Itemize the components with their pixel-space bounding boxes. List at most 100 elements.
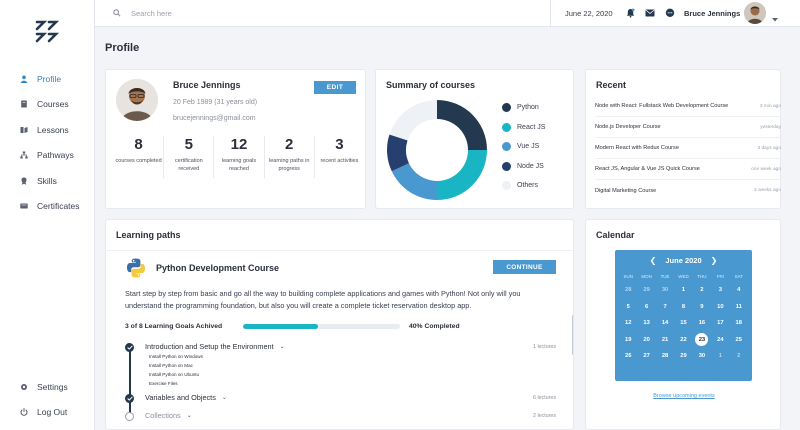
- legend-label: Python: [517, 104, 539, 112]
- calendar-day[interactable]: 11: [730, 299, 748, 316]
- calendar-day[interactable]: 18: [730, 315, 748, 332]
- lesson-link[interactable]: Install Python on Mac: [149, 363, 193, 368]
- calendar-day[interactable]: 2: [693, 282, 711, 299]
- continue-button[interactable]: CONTINUE: [493, 260, 556, 274]
- sidebar-item-skills[interactable]: Skills: [0, 168, 95, 194]
- sidebar-item-profile[interactable]: Profile: [0, 66, 95, 92]
- calendar-day[interactable]: 16: [693, 315, 711, 332]
- list-item[interactable]: Modern React with Redux Course 3 days ago: [595, 138, 781, 159]
- sidebar-item-label: Profile: [37, 73, 62, 84]
- calendar-day[interactable]: 28: [619, 282, 637, 299]
- chevron-right-icon[interactable]: ❯: [710, 256, 718, 265]
- stat-value: 2: [285, 136, 294, 153]
- calendar-day[interactable]: 1: [674, 282, 692, 299]
- lesson-link[interactable]: Install Python on Ubuntu: [149, 372, 200, 377]
- donut-slice-others: [389, 100, 437, 141]
- progress-bar: [243, 324, 400, 329]
- calendar-day[interactable]: 28: [656, 348, 674, 365]
- list-item[interactable]: Digital Marketing Course 2 weeks ago: [595, 180, 781, 201]
- timeline-step[interactable]: Variables and Objects ⌄: [145, 393, 227, 402]
- sidebar-item-lessons[interactable]: Lessons: [0, 117, 95, 143]
- list-item[interactable]: React JS, Angular & Vue JS Quick Course o…: [595, 159, 781, 180]
- calendar-day[interactable]: 25: [730, 332, 748, 349]
- calendar-day[interactable]: 7: [656, 299, 674, 316]
- calendar-day[interactable]: 10: [711, 299, 729, 316]
- search-box[interactable]: Search here: [113, 0, 172, 27]
- calendar-day[interactable]: 29: [637, 282, 655, 299]
- calendar-day[interactable]: 24: [711, 332, 729, 349]
- day-number: 13: [643, 320, 650, 326]
- day-number: 20: [643, 336, 650, 343]
- recent-time: one week ago: [751, 166, 781, 172]
- search-input[interactable]: Search here: [131, 9, 172, 18]
- day-number: 24: [717, 336, 724, 343]
- avatar[interactable]: [744, 2, 766, 24]
- calendar-day[interactable]: 30: [693, 348, 711, 365]
- day-number: 16: [698, 320, 706, 326]
- chevron-down-icon[interactable]: [772, 9, 778, 27]
- chat-icon[interactable]: [663, 6, 677, 20]
- timeline-step[interactable]: Collections ⌄: [145, 411, 192, 420]
- list-item[interactable]: Node.js Developer Course yesterday: [595, 117, 781, 138]
- mail-icon[interactable]: [643, 6, 657, 20]
- calendar-day[interactable]: 9: [693, 299, 711, 316]
- day-number: 10: [717, 303, 724, 310]
- timeline-step[interactable]: Introduction and Setup the Environment ⌄: [145, 342, 285, 351]
- power-icon: [20, 408, 28, 416]
- app-logo[interactable]: [34, 18, 60, 44]
- list-item[interactable]: Node with React: Fullstack Web Developme…: [595, 96, 781, 117]
- edit-button[interactable]: EDIT: [314, 81, 356, 94]
- calendar-day[interactable]: 29: [674, 348, 692, 365]
- calendar-day[interactable]: 30: [656, 282, 674, 299]
- recent-course-title[interactable]: Digital Marketing Course: [595, 187, 657, 194]
- stat-courses-completed: 8 courses completed: [114, 136, 165, 178]
- calendar-day[interactable]: 26: [619, 348, 637, 365]
- lesson-link[interactable]: Install Python on Windows: [149, 354, 203, 359]
- calendar-day[interactable]: 2: [730, 348, 748, 365]
- calendar-day[interactable]: 14: [656, 315, 674, 332]
- calendar-day[interactable]: 12: [619, 315, 637, 332]
- calendar-day[interactable]: 17: [711, 315, 729, 332]
- lesson-link[interactable]: Exercise Files: [149, 381, 178, 386]
- day-number: 22: [680, 336, 687, 343]
- sidebar-item-certificates[interactable]: Certificates: [0, 194, 95, 220]
- calendar-day[interactable]: 6: [637, 299, 655, 316]
- sidebar-item-pathways[interactable]: Pathways: [0, 143, 95, 169]
- chevron-left-icon[interactable]: ❮: [649, 256, 657, 265]
- chevron-down-icon[interactable]: ⌄: [186, 413, 192, 419]
- summary-title: Summary of courses: [386, 80, 476, 90]
- calendar-day[interactable]: 5: [619, 299, 637, 316]
- recent-course-title[interactable]: React JS, Angular & Vue JS Quick Course: [595, 166, 700, 172]
- calendar-day[interactable]: 22: [674, 332, 692, 349]
- course-title: Python Development Course: [156, 263, 280, 273]
- scrollbar[interactable]: [572, 315, 573, 355]
- calendar-day[interactable]: 27: [637, 348, 655, 365]
- calendar-day[interactable]: 8: [674, 299, 692, 316]
- calendar-day[interactable]: 15: [674, 315, 692, 332]
- day-number: 25: [735, 336, 742, 343]
- calendar-day[interactable]: 1: [711, 348, 729, 365]
- legend-item-react-js: React JS: [502, 118, 545, 138]
- user-name[interactable]: Bruce Jennings: [684, 9, 741, 18]
- calendar-day[interactable]: 20: [637, 332, 655, 349]
- day-number: 21: [661, 336, 669, 343]
- calendar-day-selected[interactable]: 23: [693, 332, 711, 349]
- bell-icon[interactable]: [623, 6, 637, 20]
- calendar-day[interactable]: 21: [656, 332, 674, 349]
- chevron-down-icon[interactable]: ⌄: [279, 344, 285, 350]
- learning-paths-card: Learning paths Python Development Course…: [105, 219, 574, 430]
- recent-time: yesterday: [760, 124, 781, 130]
- calendar-day[interactable]: 13: [637, 315, 655, 332]
- stat-learning-paths-in-progress: 2 learning paths in progress: [265, 136, 315, 178]
- calendar-day[interactable]: 3: [711, 282, 729, 299]
- sidebar-item-log-out[interactable]: Log Out: [0, 400, 95, 426]
- recent-course-title[interactable]: Node.js Developer Course: [595, 124, 661, 130]
- chevron-down-icon[interactable]: ⌄: [221, 395, 227, 401]
- calendar-day[interactable]: 19: [619, 332, 637, 349]
- sidebar-item-settings[interactable]: Settings: [0, 374, 95, 400]
- sidebar-item-courses[interactable]: Courses: [0, 92, 95, 118]
- recent-course-title[interactable]: Node with React: Fullstack Web Developme…: [595, 103, 729, 109]
- calendar-day[interactable]: 4: [730, 282, 748, 299]
- browse-events-link[interactable]: Browse upcoming events: [653, 393, 715, 399]
- recent-course-title[interactable]: Modern React with Redux Course: [595, 145, 679, 151]
